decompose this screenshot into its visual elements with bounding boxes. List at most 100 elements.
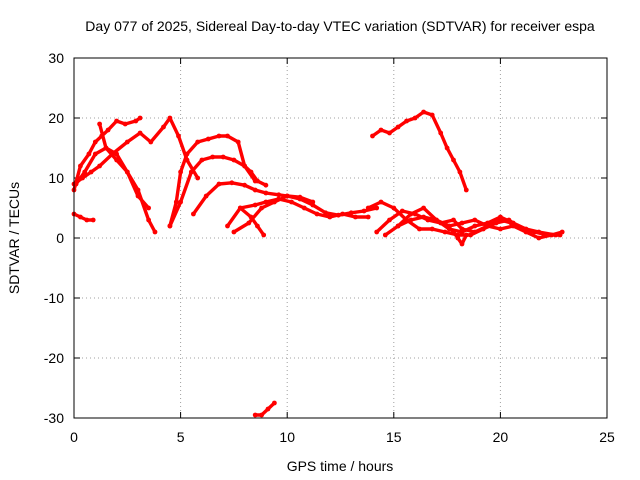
data-point bbox=[184, 151, 190, 157]
x-tick-label: 10 bbox=[279, 429, 295, 445]
data-point bbox=[252, 412, 258, 418]
data-point bbox=[178, 169, 184, 175]
data-point bbox=[272, 199, 277, 205]
y-tick-label: 20 bbox=[48, 110, 64, 126]
y-tick-label: -20 bbox=[44, 350, 64, 366]
data-point bbox=[314, 211, 320, 217]
series-arc-a bbox=[71, 115, 143, 193]
data-point bbox=[442, 220, 448, 226]
data-point bbox=[242, 163, 248, 169]
data-point bbox=[493, 220, 499, 226]
data-point bbox=[276, 192, 282, 198]
data-point bbox=[114, 118, 119, 124]
series-arc-l bbox=[370, 109, 469, 193]
data-point bbox=[191, 211, 196, 217]
data-point bbox=[387, 130, 392, 136]
data-point bbox=[510, 223, 516, 229]
data-point bbox=[173, 199, 179, 205]
data-point bbox=[263, 190, 269, 196]
data-point bbox=[463, 232, 469, 238]
chart-title: Day 077 of 2025, Sidereal Day-to-day VTE… bbox=[85, 18, 595, 34]
data-point bbox=[327, 214, 333, 220]
data-point bbox=[242, 182, 248, 188]
data-point bbox=[378, 127, 384, 133]
data-point bbox=[412, 115, 418, 121]
x-axis-label: GPS time / hours bbox=[287, 458, 394, 474]
data-point bbox=[122, 121, 128, 127]
data-point bbox=[216, 133, 222, 139]
x-tick-label: 15 bbox=[386, 429, 402, 445]
data-point bbox=[382, 232, 388, 238]
data-point bbox=[152, 229, 158, 235]
data-point bbox=[549, 232, 554, 238]
data-point bbox=[417, 226, 422, 232]
data-point bbox=[167, 115, 173, 121]
axis-ticks: 0 5 10 15 20 25 -30 -20 -10 0 10 20 30 bbox=[44, 50, 615, 445]
data-point bbox=[370, 133, 375, 139]
data-point bbox=[272, 400, 277, 406]
data-point bbox=[301, 205, 307, 211]
data-point bbox=[395, 223, 401, 229]
data-point bbox=[261, 232, 267, 238]
data-point bbox=[137, 115, 143, 121]
series-arc-h bbox=[167, 133, 258, 229]
data-point bbox=[195, 139, 201, 145]
data-point bbox=[205, 136, 211, 142]
data-point bbox=[246, 220, 252, 226]
data-point bbox=[459, 229, 465, 235]
data-point bbox=[429, 226, 435, 232]
data-point bbox=[195, 175, 201, 181]
data-point bbox=[105, 127, 111, 133]
data-point bbox=[468, 232, 473, 238]
data-point bbox=[399, 208, 405, 214]
data-point bbox=[472, 217, 478, 223]
data-point bbox=[421, 205, 426, 211]
data-point bbox=[361, 208, 367, 214]
y-tick-label: -30 bbox=[44, 410, 64, 426]
y-tick-label: 10 bbox=[48, 170, 64, 186]
data-point bbox=[252, 178, 258, 184]
data-point bbox=[536, 229, 542, 235]
data-point bbox=[451, 217, 456, 223]
y-tick-label: -10 bbox=[44, 290, 64, 306]
data-point bbox=[220, 154, 226, 160]
data-point bbox=[167, 223, 173, 229]
series-arc-r bbox=[442, 220, 469, 247]
data-point bbox=[146, 205, 152, 211]
data-point bbox=[459, 241, 465, 247]
data-point bbox=[199, 157, 205, 163]
data-point bbox=[404, 118, 409, 124]
data-point bbox=[457, 169, 463, 175]
data-point bbox=[408, 217, 414, 223]
series-arc-q bbox=[252, 400, 277, 418]
x-tick-label: 25 bbox=[599, 429, 615, 445]
data-point bbox=[97, 121, 102, 127]
data-layer bbox=[71, 109, 565, 418]
data-point bbox=[148, 139, 154, 145]
data-point bbox=[88, 169, 94, 175]
data-point bbox=[365, 214, 371, 220]
data-point bbox=[442, 229, 448, 235]
plot-frame bbox=[73, 57, 608, 419]
data-point bbox=[434, 217, 439, 223]
series-arc-e bbox=[71, 211, 96, 223]
data-point bbox=[259, 412, 264, 418]
data-point bbox=[188, 169, 194, 175]
data-point bbox=[92, 151, 98, 157]
data-point bbox=[472, 223, 478, 229]
series-arc-d bbox=[73, 145, 152, 211]
data-point bbox=[203, 193, 209, 199]
data-point bbox=[451, 229, 456, 235]
data-point bbox=[455, 235, 461, 241]
data-point bbox=[90, 217, 96, 223]
data-point bbox=[97, 163, 102, 169]
data-point bbox=[365, 205, 371, 211]
data-point bbox=[84, 217, 90, 223]
series-arc-p bbox=[382, 214, 565, 241]
data-point bbox=[340, 211, 345, 217]
data-point bbox=[161, 124, 166, 130]
data-point bbox=[391, 205, 397, 211]
data-point bbox=[78, 163, 83, 169]
data-point bbox=[73, 181, 79, 187]
